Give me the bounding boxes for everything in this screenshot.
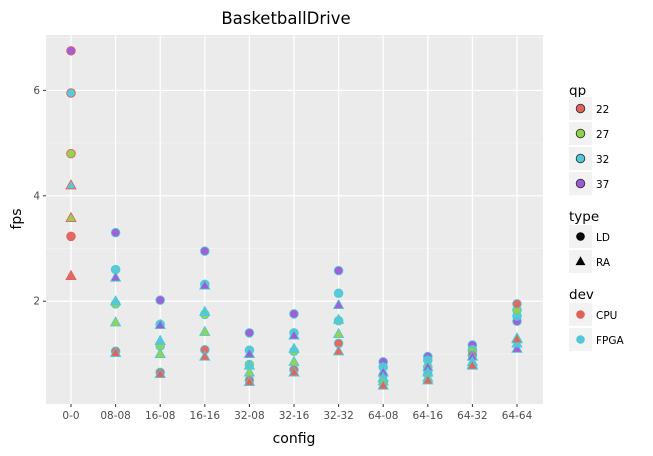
- legend-swatch-dev: [576, 335, 585, 344]
- legend-label-type: LD: [596, 232, 610, 244]
- point-qp22-ra-fpga: [332, 345, 345, 356]
- point-qp27-ra-fpga: [109, 316, 122, 327]
- point-qp27-ra-fpga: [154, 347, 166, 359]
- point-qp27-ra-fpga: [199, 325, 211, 336]
- legend-title-qp: qp: [569, 83, 586, 99]
- x-tick-label: 0-0: [62, 410, 79, 422]
- point-qp32-ld-fpga: [333, 288, 344, 299]
- y-tick-label: 2: [33, 296, 40, 308]
- x-tick-label: 16-08: [145, 410, 176, 422]
- point-qp22-ld-cpu: [66, 231, 76, 242]
- x-tick-label: 16-16: [190, 410, 221, 422]
- point-qp37-ra-fpga: [199, 279, 211, 290]
- point-qp32-ra-fpga: [199, 305, 211, 316]
- legend-swatch-qp: [575, 178, 586, 189]
- point-qp37-ra-fpga: [109, 271, 122, 282]
- x-tick-label: 64-08: [368, 410, 399, 422]
- y-tick-label: 4: [33, 190, 40, 202]
- point-qp37-ld-fpga: [200, 246, 210, 256]
- legend-swatch-circle: [576, 232, 585, 241]
- legend-label-qp: 32: [596, 154, 609, 166]
- legend-label-qp: 37: [596, 179, 609, 191]
- legend-label-dev: FPGA: [596, 335, 625, 347]
- legend-title-type: type: [569, 209, 599, 225]
- point-qp27-ld-cpu: [66, 148, 76, 159]
- point-qp22-ra-fpga: [288, 366, 300, 377]
- x-tick-label: 08-08: [100, 410, 131, 422]
- point-qp37-ld-fpga: [333, 265, 344, 276]
- point-qp22-ra-fpga: [199, 350, 211, 361]
- y-axis-title: fps: [9, 208, 25, 229]
- legend-label-type: RA: [596, 257, 611, 269]
- chart-title: BasketballDrive: [221, 9, 350, 28]
- point-qp32-ra-fpga: [154, 334, 166, 345]
- point-qp22-ld-fpga: [512, 299, 522, 309]
- point-qp37-ld-fpga: [155, 295, 165, 305]
- point-qp37-ld-cpu: [66, 46, 76, 56]
- point-qp27-ra-cpu: [65, 211, 77, 223]
- x-tick-label: 64-16: [413, 410, 444, 422]
- x-tick-label: 64-64: [502, 410, 533, 422]
- legend-title-dev: dev: [569, 287, 594, 303]
- point-qp22-ra-fpga: [109, 346, 122, 357]
- point-qp37-ra-fpga: [243, 347, 256, 359]
- y-tick-label: 6: [33, 85, 40, 97]
- point-qp32-ra-fpga: [288, 342, 300, 353]
- legend-label-qp: 22: [596, 104, 609, 116]
- legend-swatch-triangle: [575, 256, 586, 266]
- x-tick-label: 32-16: [279, 410, 310, 422]
- point-qp32-ld-cpu: [66, 88, 76, 98]
- point-qp37-ld-fpga: [289, 309, 299, 319]
- point-qp37-ra-fpga: [154, 318, 166, 330]
- legend-label-qp: 27: [596, 129, 609, 141]
- point-qp32-ra-fpga: [109, 295, 122, 306]
- y-axis: 2 4 6: [33, 85, 46, 308]
- legend-swatch-dev: [576, 310, 585, 319]
- point-qp22-ra-fpga: [377, 379, 389, 390]
- point-qp37-ra-fpga: [511, 342, 523, 353]
- point-qp32-ra-cpu: [65, 179, 77, 190]
- point-qp22-ra-fpga: [243, 375, 256, 386]
- point-qp37-ra-fpga: [288, 329, 300, 340]
- x-tick-label: 32-08: [234, 410, 265, 422]
- point-qp22-ra-fpga: [422, 374, 434, 385]
- point-qp22-ra-cpu: [65, 269, 77, 280]
- point-qp22-ra-fpga: [466, 359, 479, 370]
- legend-swatch-qp: [575, 153, 586, 164]
- data-points: [65, 46, 523, 390]
- point-qp37-ld-fpga: [244, 328, 255, 338]
- point-qp37-ld-fpga: [110, 227, 121, 238]
- point-qp22-ra-fpga: [511, 333, 523, 344]
- x-axis-title: config: [273, 431, 316, 447]
- x-tick-label: 64-32: [457, 410, 488, 422]
- x-tick-label: 32-32: [323, 410, 354, 422]
- point-qp32-ra-fpga: [332, 313, 345, 324]
- x-axis: 0-0 08-08 16-08 16-16 32-08 32-16 32-32 64-08 64…: [62, 404, 533, 422]
- legend-label-dev: CPU: [596, 310, 617, 322]
- legend-swatch-qp: [575, 103, 586, 114]
- point-qp22-ra-fpga: [154, 367, 166, 379]
- point-qp27-ra-fpga: [288, 355, 300, 366]
- point-qp27-ra-fpga: [332, 327, 345, 338]
- legend-swatch-qp: [575, 128, 586, 139]
- point-qp37-ra-fpga: [332, 298, 345, 309]
